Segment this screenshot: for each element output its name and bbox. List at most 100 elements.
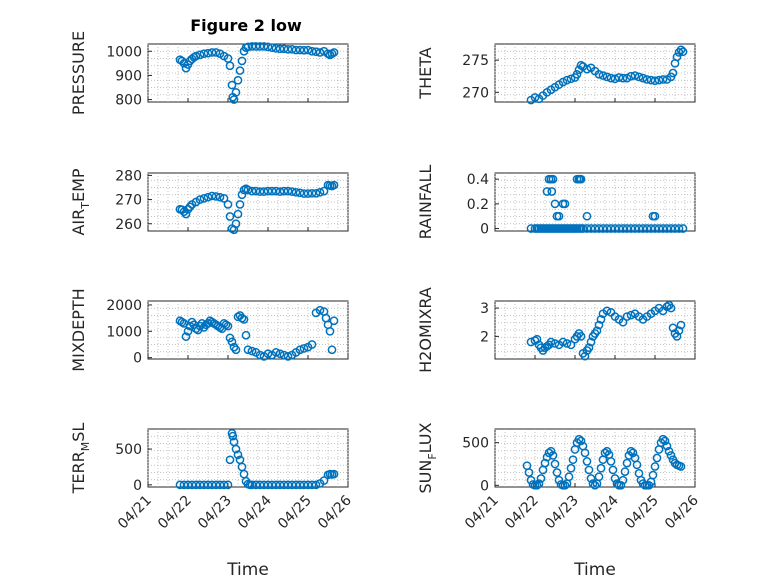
data-point [674,326,684,336]
data-point [666,224,676,233]
data-point [566,463,576,473]
data-point [642,224,652,233]
data-point [181,332,191,341]
data-point [558,337,568,347]
data-point [652,453,662,463]
data-point [279,480,289,490]
data-point [620,467,630,476]
data-point [668,68,678,78]
data-point [275,44,285,54]
data-point [547,187,557,196]
data-point [179,480,189,490]
y-tick-label: 500 [115,442,142,458]
data-point [231,444,241,454]
data-point [291,45,301,55]
x-tick-label: 04/22 [155,493,195,533]
data-point [325,326,335,336]
data-point [566,340,576,350]
data-point [191,51,201,61]
x-tick-label: 04/25 [275,493,315,533]
data-point [195,50,205,60]
data-point [231,87,241,97]
data-point [630,71,640,80]
data-point [283,352,293,361]
data-point [642,75,652,84]
data-point [319,476,329,485]
data-point [307,46,317,56]
data-point [618,475,628,485]
data-point [676,462,686,471]
data-point [243,185,253,195]
data-point [666,451,676,460]
data-point [602,224,612,233]
x-tick-label: 04/23 [195,493,235,533]
data-point [303,480,313,490]
data-point [594,224,604,233]
data-point [215,480,225,490]
data-point [287,480,297,490]
data-point [658,224,668,233]
subplot-mixdepth: 0 1000 2000 MIXDEPTH [69,288,349,372]
data-point [582,64,592,74]
data-point [618,224,628,233]
data-point [564,472,574,482]
data-point [263,349,273,359]
data-point [211,480,221,490]
data-point [648,470,658,480]
data-point [586,474,596,483]
data-point [576,332,586,341]
data-point [225,212,235,221]
data-point [676,320,686,330]
y-tick-label: 270 [115,193,142,209]
data-point [271,480,281,490]
data-point [574,434,584,444]
data-point [247,346,257,356]
data-point [548,451,558,460]
data-point [279,186,289,196]
y-tick-label: 260 [115,217,142,233]
data-point [223,480,233,490]
data-point [608,465,618,475]
data-point [267,43,277,52]
data-point [584,465,594,475]
data-point [199,49,209,59]
data-point [596,315,606,324]
y-tick-label: 275 [462,53,489,69]
data-point [568,455,578,465]
data-point [187,480,197,490]
data-point [584,343,594,353]
data-point [580,448,590,458]
data-point [548,174,558,184]
y-tick-label: 270 [462,85,489,101]
data-point [650,224,660,233]
data-point [626,71,636,81]
data-point [646,75,656,85]
x-axis-label: Time [573,560,616,580]
y-axis-label-tail: LUX [416,422,435,453]
data-point [291,187,301,197]
data-point [227,337,237,347]
data-point [588,479,598,488]
data-point [303,45,313,55]
y-tick-label: 900 [115,68,142,84]
data-point [243,345,253,355]
data-point [255,187,265,196]
y-tick-label: 0.4 [467,172,489,188]
data-point [634,72,644,82]
data-point [582,457,592,466]
data-point [606,224,616,233]
data-point [626,224,636,233]
data-point [211,192,221,201]
y-tick-label: 0 [480,478,489,494]
data-point [600,448,610,458]
data-point [327,345,337,355]
y-axis-label: TERRMSL [69,423,92,495]
data-point [329,316,339,326]
data-point [532,480,542,490]
data-point [267,186,277,196]
data-point [233,75,243,85]
data-point [311,47,321,57]
data-point [634,224,644,233]
data-point [562,339,572,348]
